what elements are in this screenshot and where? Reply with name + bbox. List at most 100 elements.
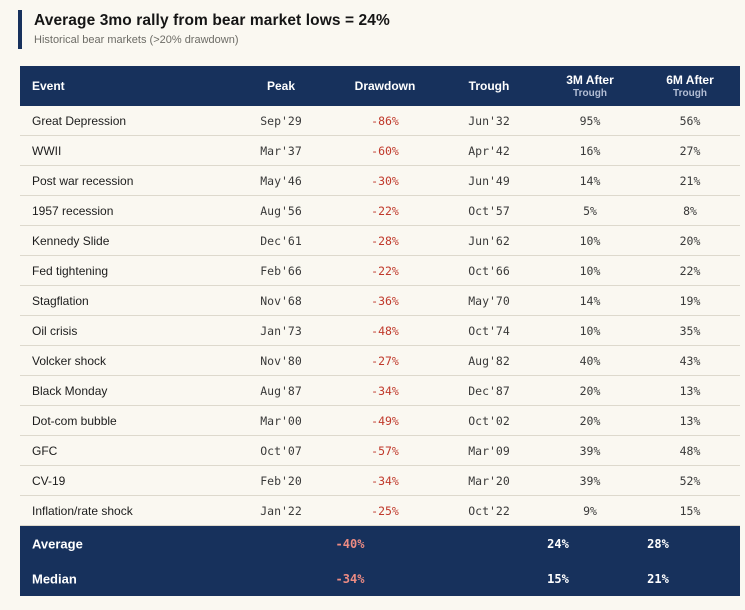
cell-event: Kennedy Slide [20, 225, 230, 256]
cell-peak: Feb'66 [230, 255, 332, 286]
cell-6m-after: 52% [640, 465, 740, 496]
cell-6m-after: 43% [640, 345, 740, 376]
cell-peak: Aug'87 [230, 375, 332, 406]
cell-trough: Aug'82 [438, 345, 540, 376]
cell-event: Post war recession [20, 165, 230, 196]
cell-drawdown: -22% [332, 195, 438, 226]
cell-6m-after: 15% [640, 495, 740, 526]
col-header-trough: Trough [438, 66, 540, 106]
cell-6m-after: 56% [640, 106, 740, 136]
cell-trough: Oct'57 [438, 195, 540, 226]
cell-peak: Nov'68 [230, 285, 332, 316]
summary-drawdown: -40% [335, 536, 365, 551]
cell-drawdown: -27% [332, 345, 438, 376]
table-row: Dot-com bubble Mar'00 -49% Oct'02 20% 13… [20, 405, 740, 436]
cell-drawdown: -36% [332, 285, 438, 316]
page-title: Average 3mo rally from bear market lows … [34, 12, 390, 29]
col-header-6m-after-label: 6M After [666, 73, 714, 87]
cell-drawdown: -25% [332, 495, 438, 526]
col-header-6m-after-sublabel: Trough [673, 88, 707, 99]
summary-6m-after: 28% [647, 536, 669, 551]
cell-3m-after: 40% [540, 345, 640, 376]
table-row: Great Depression Sep'29 -86% Jun'32 95% … [20, 106, 740, 136]
cell-6m-after: 22% [640, 255, 740, 286]
cell-3m-after: 9% [540, 495, 640, 526]
summary-label: Median [32, 571, 77, 586]
cell-event: Great Depression [20, 106, 230, 136]
cell-3m-after: 39% [540, 435, 640, 466]
cell-event: GFC [20, 435, 230, 466]
cell-trough: Apr'42 [438, 135, 540, 166]
cell-drawdown: -49% [332, 405, 438, 436]
cell-3m-after: 16% [540, 135, 640, 166]
cell-3m-after: 14% [540, 165, 640, 196]
cell-trough: May'70 [438, 285, 540, 316]
summary-row: Average -40% 24% 28% [20, 526, 740, 561]
cell-3m-after: 10% [540, 225, 640, 256]
cell-event: Black Monday [20, 375, 230, 406]
summary-6m-after: 21% [647, 571, 669, 586]
cell-event: Inflation/rate shock [20, 495, 230, 526]
table-row: CV-19 Feb'20 -34% Mar'20 39% 52% [20, 465, 740, 496]
cell-6m-after: 35% [640, 315, 740, 346]
cell-trough: Mar'09 [438, 435, 540, 466]
cell-drawdown: -34% [332, 465, 438, 496]
cell-drawdown: -34% [332, 375, 438, 406]
col-header-6m-after: 6M After Trough [640, 66, 740, 106]
cell-3m-after: 10% [540, 255, 640, 286]
cell-event: CV-19 [20, 465, 230, 496]
cell-event: Oil crisis [20, 315, 230, 346]
page-subtitle: Historical bear markets (>20% drawdown) [34, 34, 239, 47]
cell-peak: Aug'56 [230, 195, 332, 226]
table-body: Great Depression Sep'29 -86% Jun'32 95% … [20, 106, 740, 526]
cell-peak: Mar'37 [230, 135, 332, 166]
cell-trough: Oct'66 [438, 255, 540, 286]
cell-3m-after: 5% [540, 195, 640, 226]
cell-peak: May'46 [230, 165, 332, 196]
table-row: Kennedy Slide Dec'61 -28% Jun'62 10% 20% [20, 225, 740, 256]
cell-trough: Dec'87 [438, 375, 540, 406]
cell-peak: Jan'22 [230, 495, 332, 526]
cell-trough: Jun'32 [438, 106, 540, 136]
table-row: 1957 recession Aug'56 -22% Oct'57 5% 8% [20, 195, 740, 226]
cell-event: 1957 recession [20, 195, 230, 226]
cell-drawdown: -22% [332, 255, 438, 286]
cell-event: WWII [20, 135, 230, 166]
cell-3m-after: 10% [540, 315, 640, 346]
cell-6m-after: 13% [640, 375, 740, 406]
cell-3m-after: 95% [540, 106, 640, 136]
cell-drawdown: -48% [332, 315, 438, 346]
bear-market-table: Event Peak Drawdown Trough 3M After Trou… [20, 66, 740, 596]
cell-peak: Nov'80 [230, 345, 332, 376]
table-row: GFC Oct'07 -57% Mar'09 39% 48% [20, 435, 740, 466]
table-row: Volcker shock Nov'80 -27% Aug'82 40% 43% [20, 345, 740, 376]
cell-6m-after: 27% [640, 135, 740, 166]
cell-6m-after: 48% [640, 435, 740, 466]
table-row: Stagflation Nov'68 -36% May'70 14% 19% [20, 285, 740, 316]
cell-peak: Jan'73 [230, 315, 332, 346]
cell-trough: Oct'22 [438, 495, 540, 526]
cell-6m-after: 13% [640, 405, 740, 436]
cell-peak: Dec'61 [230, 225, 332, 256]
cell-trough: Oct'74 [438, 315, 540, 346]
cell-event: Fed tightening [20, 255, 230, 286]
cell-3m-after: 39% [540, 465, 640, 496]
cell-6m-after: 21% [640, 165, 740, 196]
col-header-drawdown: Drawdown [332, 66, 438, 106]
col-header-3m-after-sublabel: Trough [573, 88, 607, 99]
table-row: Post war recession May'46 -30% Jun'49 14… [20, 165, 740, 196]
summary-row: Median -34% 15% 21% [20, 561, 740, 596]
cell-drawdown: -60% [332, 135, 438, 166]
title-block: Average 3mo rally from bear market lows … [18, 10, 390, 50]
cell-trough: Jun'62 [438, 225, 540, 256]
table-row: WWII Mar'37 -60% Apr'42 16% 27% [20, 135, 740, 166]
summary-3m-after: 24% [547, 536, 569, 551]
cell-trough: Oct'02 [438, 405, 540, 436]
cell-event: Dot-com bubble [20, 405, 230, 436]
summary-3m-after: 15% [547, 571, 569, 586]
table-row: Oil crisis Jan'73 -48% Oct'74 10% 35% [20, 315, 740, 346]
cell-peak: Sep'29 [230, 106, 332, 136]
summary-drawdown: -34% [335, 571, 365, 586]
col-header-event: Event [20, 66, 230, 106]
cell-drawdown: -57% [332, 435, 438, 466]
